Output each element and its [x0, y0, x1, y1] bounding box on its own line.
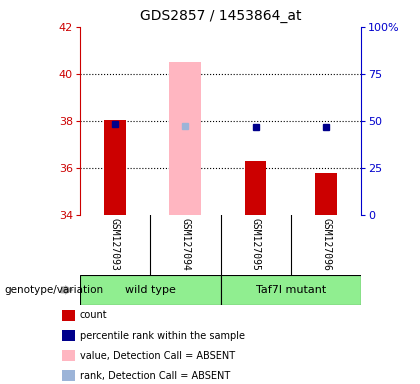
Bar: [315, 173, 336, 215]
Text: genotype/variation: genotype/variation: [4, 285, 103, 295]
Text: GSM127093: GSM127093: [110, 218, 120, 271]
Bar: [62, 370, 76, 381]
Title: GDS2857 / 1453864_at: GDS2857 / 1453864_at: [140, 9, 301, 23]
Bar: [245, 161, 266, 215]
Bar: [80, 275, 220, 305]
Bar: [62, 350, 76, 361]
Text: percentile rank within the sample: percentile rank within the sample: [80, 331, 245, 341]
Text: rank, Detection Call = ABSENT: rank, Detection Call = ABSENT: [80, 371, 230, 381]
Bar: [62, 330, 76, 341]
Text: GSM127095: GSM127095: [251, 218, 261, 271]
Text: Taf7l mutant: Taf7l mutant: [256, 285, 326, 295]
Text: wild type: wild type: [125, 285, 176, 295]
Bar: [170, 62, 201, 215]
Text: value, Detection Call = ABSENT: value, Detection Call = ABSENT: [80, 351, 235, 361]
Text: count: count: [80, 310, 108, 320]
Bar: [62, 310, 76, 321]
Text: GSM127096: GSM127096: [321, 218, 331, 271]
Text: GSM127094: GSM127094: [180, 218, 190, 271]
Bar: [105, 120, 126, 215]
Bar: [220, 275, 361, 305]
